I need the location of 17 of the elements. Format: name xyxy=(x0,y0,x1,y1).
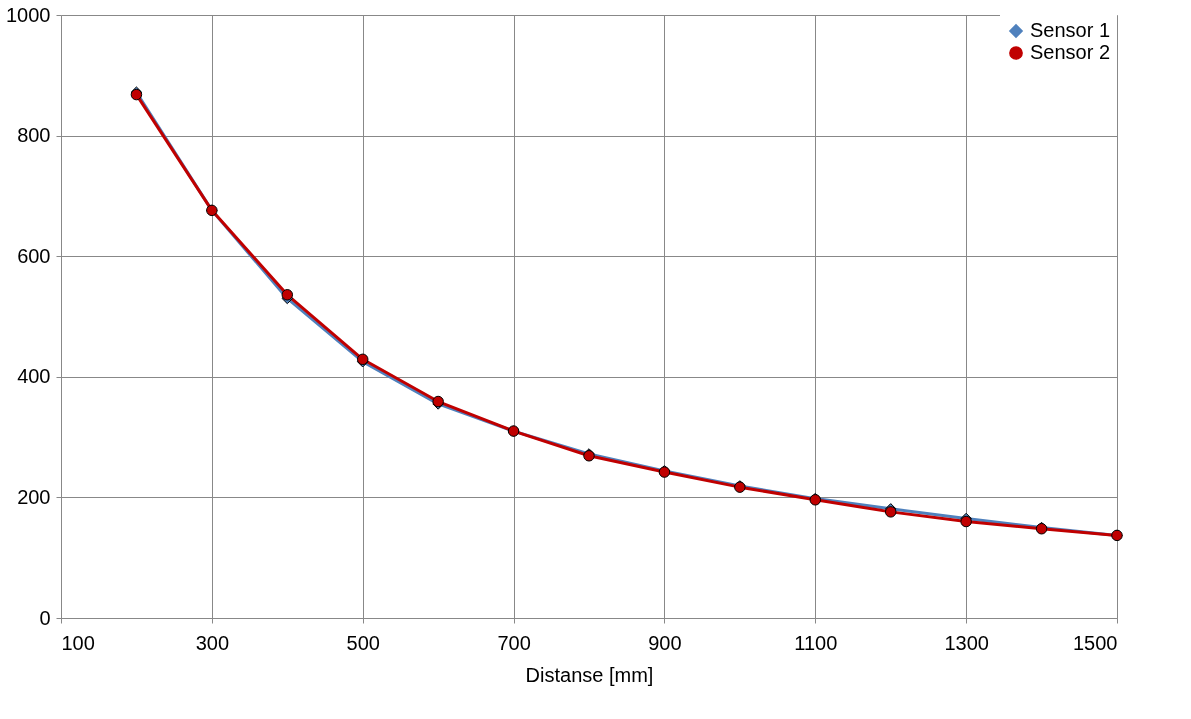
legend-label: Sensor 2 xyxy=(1030,41,1111,63)
y-tick-label: 1000 xyxy=(6,3,51,26)
x-tick-label: 100 xyxy=(61,631,95,654)
legend-label: Sensor 1 xyxy=(1030,19,1111,41)
x-tick-label: 300 xyxy=(195,631,230,654)
x-tick-label: 500 xyxy=(346,631,380,654)
y-tick-label: 0 xyxy=(39,606,51,629)
x-tick-label: 700 xyxy=(497,631,531,654)
y-tick-label: 800 xyxy=(17,124,51,147)
x-axis-title: Distanse [mm] xyxy=(525,663,654,686)
x-tick-label: 1100 xyxy=(794,631,838,654)
x-tick-label: 900 xyxy=(648,631,682,654)
y-tick-label: 200 xyxy=(17,485,51,508)
x-tick-label: 1300 xyxy=(944,631,989,654)
x-tick-label: 1500 xyxy=(1073,631,1118,654)
y-tick-label: 600 xyxy=(17,244,51,267)
y-tick-label: 400 xyxy=(17,365,51,388)
